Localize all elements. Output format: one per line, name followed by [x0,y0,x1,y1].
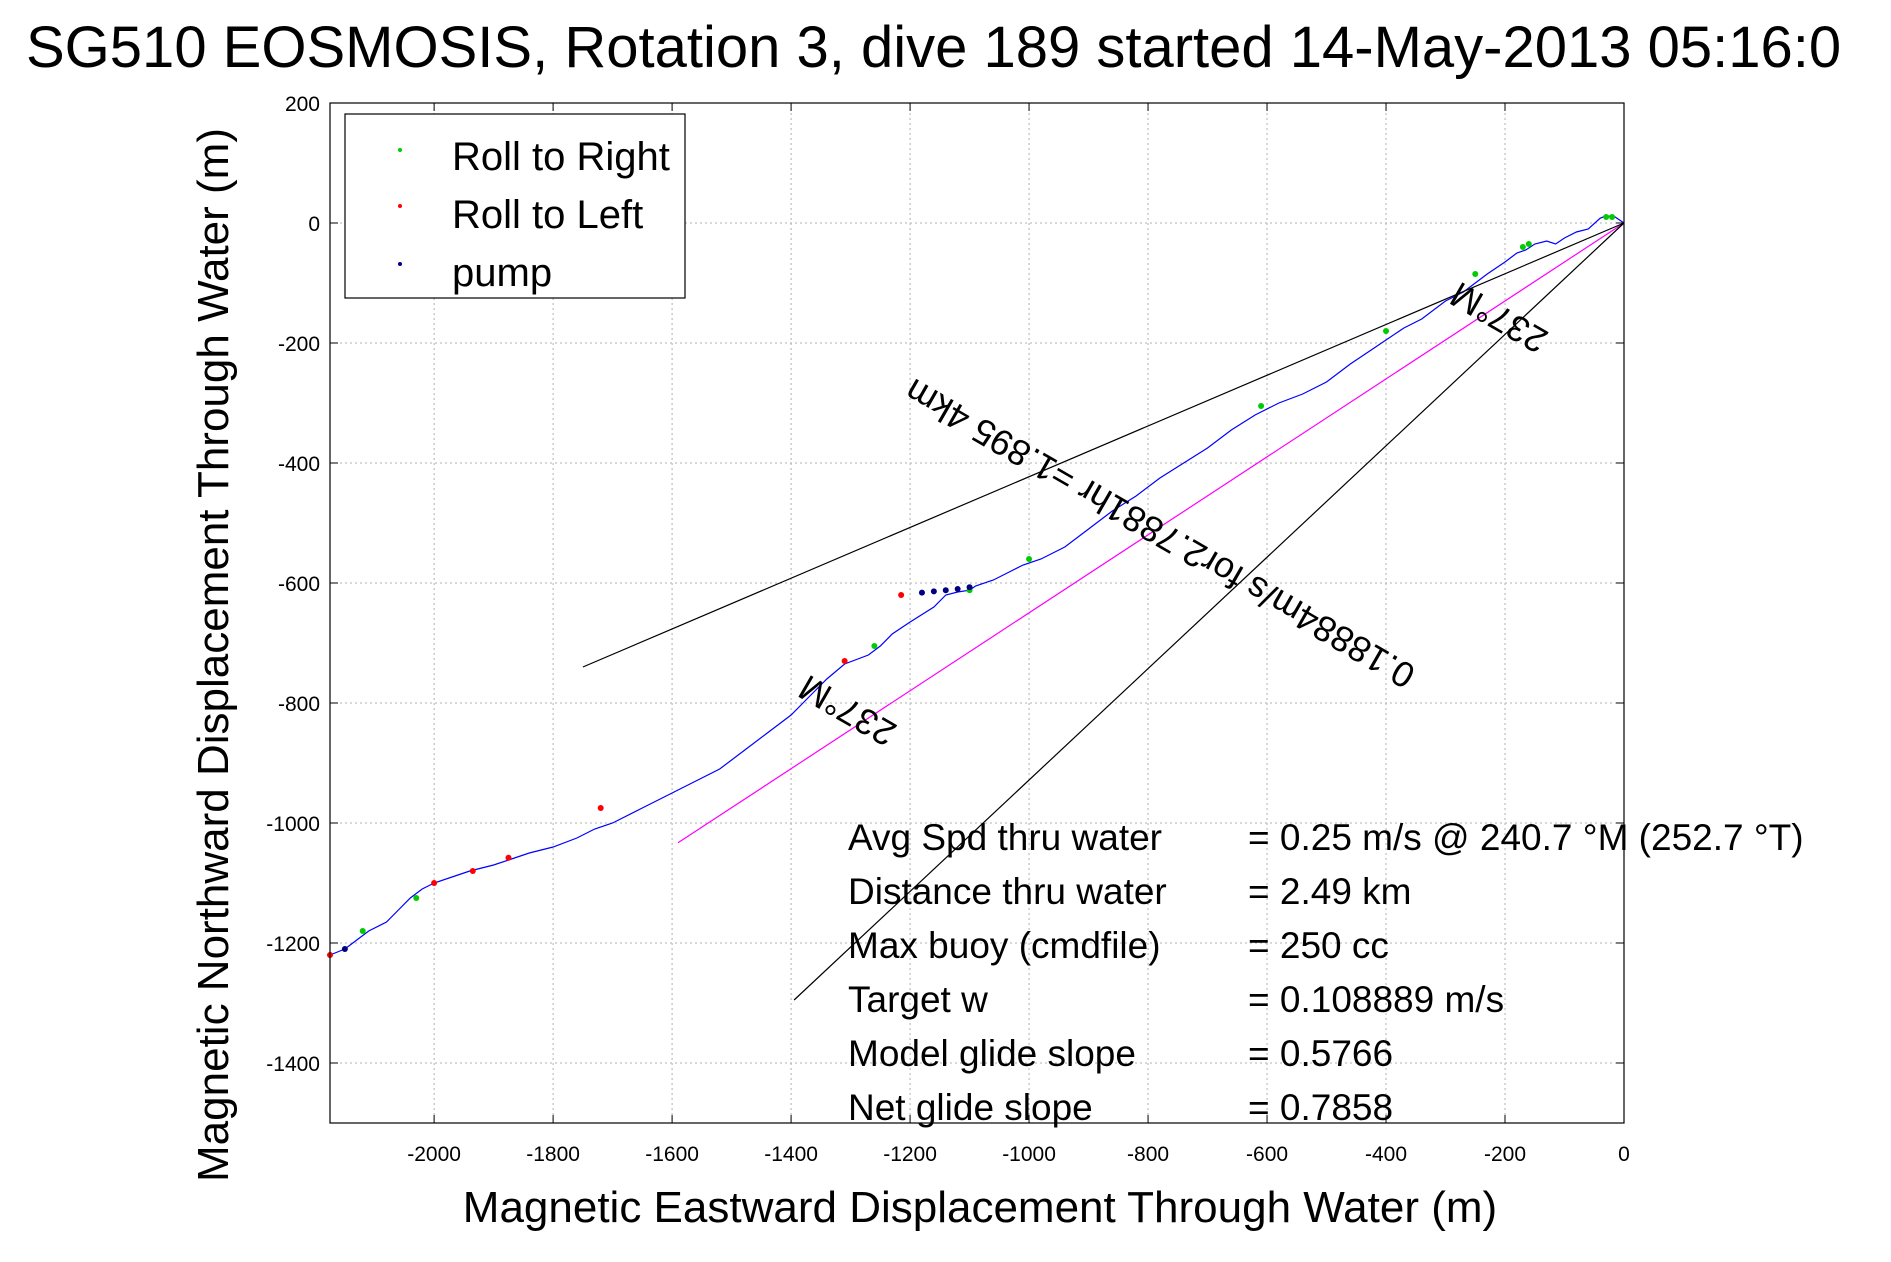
roll-to-right-marker [1383,328,1390,334]
pump-marker [918,589,925,596]
legend-marker-roll-right [398,148,402,152]
legend-label-roll-left: Roll to Left [452,193,643,237]
plot-series [329,215,1625,1001]
roll-to-left-marker [841,658,848,664]
stat-label-net-glide: Net glide slope [848,1087,1093,1128]
chart-title: SG510 EOSMOSIS, Rotation 3, dive 189 sta… [26,15,1841,80]
pump-marker [341,946,348,952]
x-tick-label: -2000 [407,1143,461,1166]
legend-marker-pump [398,262,402,266]
roll-to-right-marker [1026,556,1033,562]
heading-bound-line-upper [582,222,1625,668]
x-tick-label: -1400 [764,1143,818,1166]
roll-to-left-marker [431,880,438,886]
pump-marker [942,587,949,594]
trajectory-line [329,215,1625,956]
legend-label-roll-right: Roll to Right [452,135,670,179]
x-tick-label: -1000 [1002,1143,1056,1166]
legend-marker-roll-left [398,204,402,208]
y-tick-label: -200 [278,333,320,356]
plot-markers [327,214,1616,958]
y-tick-label: -1400 [266,1053,320,1076]
stat-value-net-glide: = 0.7858 [1248,1087,1393,1128]
roll-to-right-marker [1609,214,1616,220]
stat-value-avg-speed: = 0.25 m/s @ 240.7 °M (252.7 °T) [1248,817,1804,858]
x-tick-label: 0 [1618,1143,1630,1166]
stat-value-model-glide: = 0.5766 [1248,1033,1393,1074]
pump-marker [966,584,973,591]
y-tick-label: -400 [278,453,320,476]
x-tick-label: -600 [1246,1143,1288,1166]
roll-to-right-marker [871,643,878,649]
y-tick-label: -600 [278,573,320,596]
x-axis-label: Magnetic Eastward Displacement Through W… [463,1183,1497,1232]
x-tick-label: -1200 [883,1143,937,1166]
axis-ticks: -2000 -1800 -1600 -1400 -1200 -1000 -800 -600 -4… [266,93,1630,1166]
roll-to-right-marker [413,895,420,901]
y-tick-label: 200 [285,93,320,116]
roll-to-right-marker [1472,271,1479,277]
roll-to-right-marker [359,928,366,934]
heading-bound-line-lower [793,222,1625,1001]
roll-to-right-marker [1525,241,1532,247]
roll-to-left-marker [469,868,476,874]
roll-to-right-marker [1603,214,1610,220]
y-tick-label: 0 [308,213,320,236]
roll-to-right-marker [1258,403,1265,409]
stat-value-target-w: = 0.108889 m/s [1248,979,1504,1020]
y-tick-label: -800 [278,693,320,716]
plot-frame [329,102,1625,1124]
x-tick-label: -200 [1484,1143,1526,1166]
x-tick-label: -800 [1127,1143,1169,1166]
stat-label-target-w: Target w [848,979,988,1020]
legend: Roll to Right Roll to Left pump [344,113,686,299]
y-tick-label: -1000 [266,813,320,836]
y-axis-label: Magnetic Northward Displacement Through … [189,128,238,1182]
stats-block: Avg Spd thru water = 0.25 m/s @ 240.7 °M… [848,817,1804,1128]
roll-to-left-marker [505,854,512,861]
stat-value-distance: = 2.49 km [1248,871,1412,912]
stat-label-avg-speed: Avg Spd thru water [848,817,1162,858]
net-heading-line [677,222,1625,844]
stat-label-model-glide: Model glide slope [848,1033,1136,1074]
x-tick-label: -1600 [645,1143,699,1166]
roll-to-left-marker [597,805,604,811]
stat-value-max-buoy: = 250 cc [1248,925,1389,966]
pump-marker [954,586,961,592]
stat-label-max-buoy: Max buoy (cmdfile) [848,925,1161,966]
roll-to-left-marker [898,592,905,598]
legend-label-pump: pump [452,251,552,295]
y-tick-label: -1200 [266,933,320,956]
x-tick-label: -1800 [526,1143,580,1166]
pump-marker [930,588,937,595]
stat-label-distance: Distance thru water [848,871,1167,912]
x-tick-label: -400 [1365,1143,1407,1166]
roll-to-right-marker [1519,244,1526,250]
